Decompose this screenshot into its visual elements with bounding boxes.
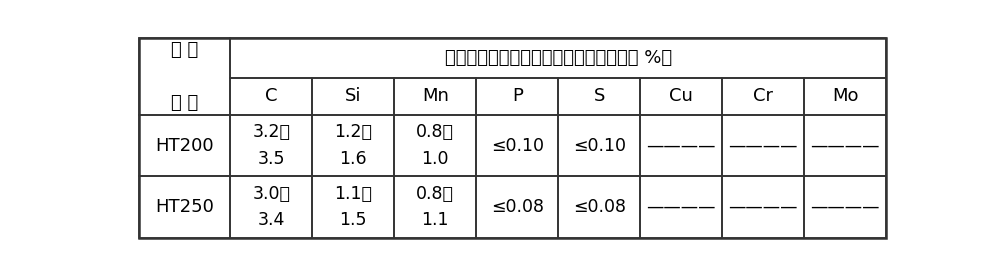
Bar <box>804 115 886 176</box>
Text: ≤0.10: ≤0.10 <box>573 136 626 155</box>
Bar <box>312 115 394 176</box>
Text: ≤0.08: ≤0.08 <box>491 198 544 216</box>
Text: ————: ———— <box>810 198 880 216</box>
Bar <box>476 176 558 238</box>
Bar <box>476 115 558 176</box>
Bar <box>139 38 230 115</box>
Bar <box>139 115 230 176</box>
Bar <box>640 176 722 238</box>
Bar <box>394 78 476 115</box>
Text: C: C <box>265 87 278 105</box>
Bar <box>394 176 476 238</box>
Text: 3.2～
3.5: 3.2～ 3.5 <box>252 123 290 168</box>
Text: ————: ———— <box>646 198 716 216</box>
Text: ————: ———— <box>810 136 880 155</box>
Text: Mo: Mo <box>832 87 858 105</box>
Bar <box>558 78 640 115</box>
Bar <box>640 78 722 115</box>
Text: 0.8～
1.0: 0.8～ 1.0 <box>416 123 454 168</box>
Bar <box>230 176 312 238</box>
Bar <box>640 115 722 176</box>
Text: 炉前铁液化学成分控制范围（质量百分数 %）: 炉前铁液化学成分控制范围（质量百分数 %） <box>445 49 672 67</box>
Bar <box>558 115 640 176</box>
Text: ≤0.08: ≤0.08 <box>573 198 626 216</box>
Text: HT200: HT200 <box>155 136 214 155</box>
Bar <box>722 176 804 238</box>
Text: ————: ———— <box>646 136 716 155</box>
Text: Mn: Mn <box>422 87 449 105</box>
Bar <box>558 176 640 238</box>
Text: S: S <box>594 87 605 105</box>
Text: ————: ———— <box>728 198 798 216</box>
Text: 0.8～
1.1: 0.8～ 1.1 <box>416 185 454 229</box>
Bar <box>394 115 476 176</box>
Text: ————: ———— <box>728 136 798 155</box>
Text: 铸 铁

牌 号: 铸 铁 牌 号 <box>171 41 198 112</box>
Bar <box>312 176 394 238</box>
Text: 1.2～
1.6: 1.2～ 1.6 <box>334 123 372 168</box>
Text: P: P <box>512 87 523 105</box>
Text: 3.0～
3.4: 3.0～ 3.4 <box>252 185 290 229</box>
Text: ≤0.10: ≤0.10 <box>491 136 544 155</box>
Text: HT250: HT250 <box>155 198 214 216</box>
Text: Cu: Cu <box>669 87 693 105</box>
Bar <box>312 78 394 115</box>
Text: Si: Si <box>345 87 362 105</box>
Text: 1.1～
1.5: 1.1～ 1.5 <box>334 185 372 229</box>
Bar <box>476 78 558 115</box>
Bar <box>230 78 312 115</box>
Text: Cr: Cr <box>753 87 773 105</box>
Bar <box>722 115 804 176</box>
Bar <box>804 78 886 115</box>
Bar <box>804 176 886 238</box>
Bar <box>722 78 804 115</box>
Bar <box>230 38 886 78</box>
Bar <box>139 176 230 238</box>
Bar <box>230 115 312 176</box>
